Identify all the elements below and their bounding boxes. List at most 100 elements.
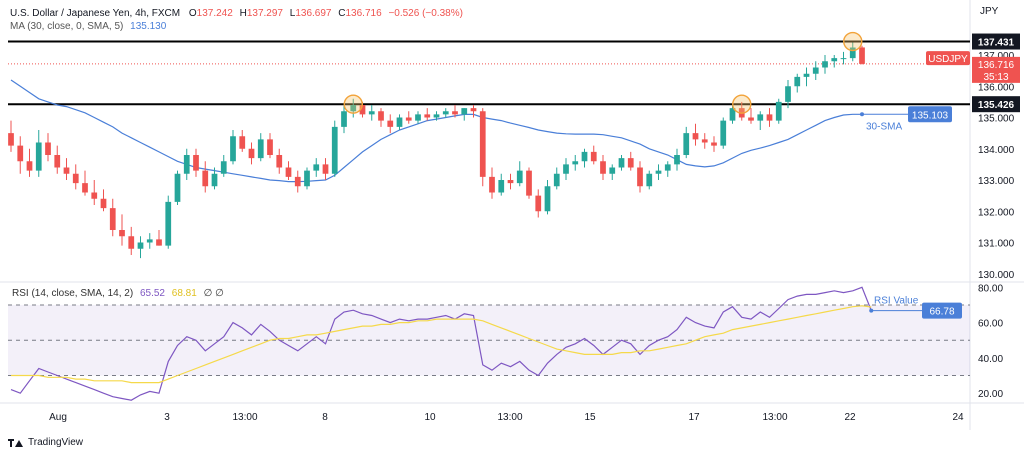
candle-body xyxy=(461,108,468,115)
candle-body xyxy=(572,161,579,165)
candle-body xyxy=(341,111,347,127)
rsi-label: RSI (14, close, SMA, 14, 2) xyxy=(12,288,134,299)
rsi-annotation: RSI Value xyxy=(874,296,919,307)
candle-body xyxy=(359,105,366,115)
candle-body xyxy=(183,155,190,174)
symbol-title[interactable]: U.S. Dollar / Japanese Yen, 4h, FXCM xyxy=(10,8,181,19)
candle xyxy=(544,180,551,215)
candle xyxy=(267,133,273,159)
candle-body xyxy=(581,151,588,162)
candle-body xyxy=(156,239,162,246)
candle-body xyxy=(489,176,495,193)
candle xyxy=(766,108,773,127)
time-tick: 22 xyxy=(844,412,856,423)
open-value: 137.242 xyxy=(196,8,233,19)
candle-body xyxy=(331,126,338,174)
candle-body xyxy=(424,114,431,118)
candle xyxy=(785,80,791,109)
candle-body xyxy=(285,167,292,177)
time-tick: Aug xyxy=(49,412,67,423)
candle xyxy=(627,151,634,171)
candle-body xyxy=(267,139,273,155)
candle-body xyxy=(646,173,653,187)
candle-body xyxy=(766,114,773,121)
candle xyxy=(174,170,181,205)
candle xyxy=(618,155,625,171)
candle-body xyxy=(729,108,736,121)
time-tick: 15 xyxy=(584,412,596,423)
candle-body xyxy=(387,120,394,127)
candle xyxy=(840,51,847,65)
candle-body xyxy=(785,86,791,102)
candle xyxy=(8,120,14,152)
candle-body xyxy=(590,151,597,162)
price-tick: 137.000 xyxy=(978,51,1015,62)
candle xyxy=(45,133,51,162)
candle-body xyxy=(535,195,542,212)
candle xyxy=(285,161,292,180)
candle xyxy=(396,114,403,130)
candle xyxy=(692,123,699,146)
price-tick: 131.000 xyxy=(978,239,1015,250)
rsi-value: 65.52 xyxy=(139,288,165,299)
candle-body xyxy=(193,155,199,171)
candle xyxy=(674,148,680,171)
candle-body xyxy=(202,170,209,187)
candle xyxy=(461,108,468,121)
candle-body xyxy=(72,173,79,184)
candle xyxy=(572,155,579,171)
candle xyxy=(470,105,477,118)
candle xyxy=(535,189,542,218)
candle-body xyxy=(498,180,505,193)
candle xyxy=(433,111,440,121)
tradingview-brand[interactable]: TradingView xyxy=(8,437,83,448)
candle xyxy=(859,45,865,65)
level-price-label xyxy=(972,33,1020,50)
candle-body xyxy=(775,101,782,121)
candle xyxy=(600,155,606,180)
candle-body xyxy=(220,161,227,174)
rsi-tick: 60.00 xyxy=(978,319,1003,330)
candle xyxy=(775,98,782,124)
candle xyxy=(424,108,431,121)
sma-annotation: 30-SMA xyxy=(866,121,902,132)
rsi-extra: ∅ ∅ xyxy=(203,288,224,299)
candle-body xyxy=(174,173,181,202)
candle xyxy=(54,145,61,174)
candle-body xyxy=(304,170,310,187)
candle-body xyxy=(17,145,24,162)
candle xyxy=(646,170,653,190)
symbol-label-text: USDJPY xyxy=(928,54,968,65)
candle-body xyxy=(683,133,690,155)
candle-body xyxy=(378,111,384,121)
candle-body xyxy=(350,105,357,112)
candle xyxy=(294,170,301,193)
candle xyxy=(248,142,255,165)
candle xyxy=(313,158,320,177)
candle-body xyxy=(470,108,477,112)
candle xyxy=(146,233,153,249)
price-tick: 136.000 xyxy=(978,82,1015,93)
candle-body xyxy=(63,167,70,174)
price-tick: 132.000 xyxy=(978,207,1015,218)
candle xyxy=(63,158,70,180)
candle xyxy=(831,55,838,68)
high-label: H xyxy=(239,8,247,19)
candle-body xyxy=(655,170,662,174)
candle xyxy=(322,158,329,180)
ma-line xyxy=(10,79,862,183)
candle-body xyxy=(415,114,421,121)
ma-legend[interactable]: MA (30, close, 0, SMA, 5) 135.130 xyxy=(10,21,166,33)
time-tick: 13:00 xyxy=(762,412,787,423)
close-label: C xyxy=(338,8,346,19)
candle-body xyxy=(276,155,283,168)
candle xyxy=(128,226,135,255)
level-price-text: 137.431 xyxy=(978,38,1015,49)
rsi-ma-value: 68.81 xyxy=(171,288,197,299)
candle-timer-text: 35:13 xyxy=(983,72,1008,83)
rsi-legend[interactable]: RSI (14, close, SMA, 14, 2) 65.52 68.81 … xyxy=(12,288,224,300)
time-tick: 13:00 xyxy=(497,412,522,423)
candle-body xyxy=(720,120,727,146)
level-price-text: 135.426 xyxy=(978,100,1015,111)
